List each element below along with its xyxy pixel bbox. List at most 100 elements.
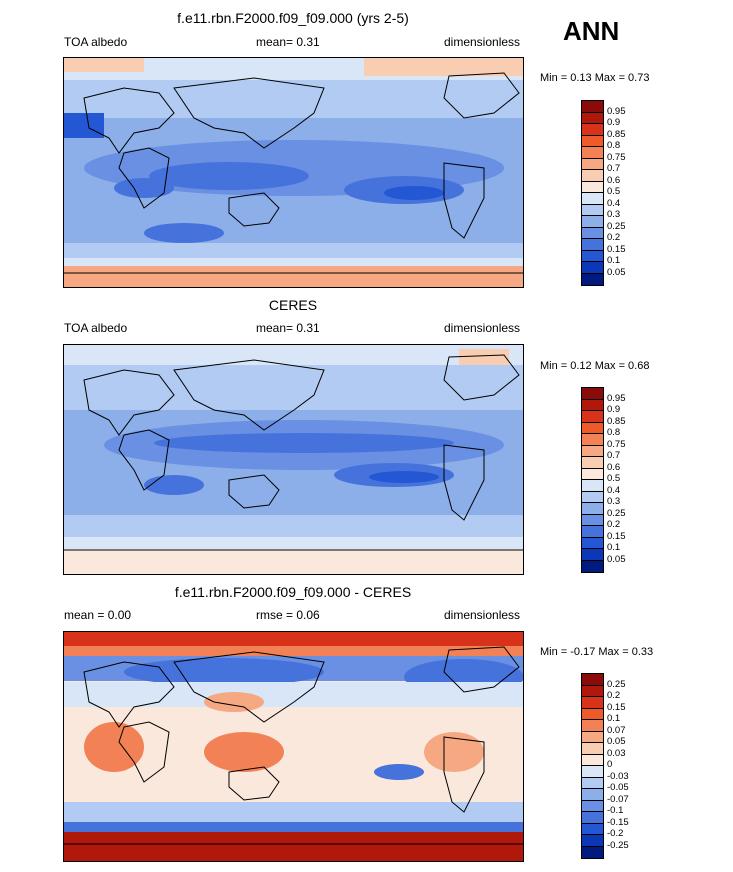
colorbar-swatch xyxy=(582,674,603,686)
panel-2-map xyxy=(63,344,524,575)
colorbar-swatch xyxy=(582,468,603,480)
colorbar-swatch xyxy=(582,181,603,193)
colorbar-swatch xyxy=(582,846,603,858)
colorbar-swatch xyxy=(582,766,603,778)
colorbar-label: 0.6 xyxy=(607,461,621,473)
colorbar-swatch xyxy=(582,147,603,159)
colorbar-swatch xyxy=(582,112,603,124)
colorbar-label: 0.1 xyxy=(607,713,621,724)
colorbar-label: 0.1 xyxy=(607,255,621,266)
panel-3-mean: mean = 0.00 xyxy=(64,608,132,622)
colorbar-swatch xyxy=(582,685,603,697)
colorbar-swatch xyxy=(582,411,603,423)
colorbar-label: 0.2 xyxy=(607,690,621,701)
colorbar-swatch xyxy=(582,262,603,274)
colorbar-swatch xyxy=(582,227,603,239)
colorbar-swatch xyxy=(582,708,603,720)
colorbar-label: 0.1 xyxy=(607,542,621,553)
colorbar-label: 0.5 xyxy=(607,186,621,197)
colorbar-swatch xyxy=(582,731,603,743)
colorbar-swatch xyxy=(582,514,603,526)
panel-2-colorbar xyxy=(581,387,604,573)
colorbar-swatch xyxy=(582,273,603,285)
panel-3-units: dimensionless xyxy=(444,608,521,622)
colorbar-swatch xyxy=(582,239,603,251)
colorbar-label: 0.75 xyxy=(607,151,626,163)
colorbar-swatch xyxy=(582,170,603,182)
colorbar-swatch xyxy=(582,204,603,216)
colorbar-swatch xyxy=(582,777,603,789)
colorbar-label: 0.3 xyxy=(607,496,621,507)
panel-1-variable: TOA albedo xyxy=(64,35,128,49)
colorbar-label: 0.3 xyxy=(607,209,621,220)
colorbar-label: 0.9 xyxy=(607,404,621,415)
panel-2-mean: mean= 0.31 xyxy=(256,321,320,335)
colorbar-label: 0.8 xyxy=(607,140,621,151)
panel-3-minmax: Min = -0.17 Max = 0.33 xyxy=(540,646,654,658)
panel-1-units: dimensionless xyxy=(444,35,521,49)
colorbar-label: 0.7 xyxy=(607,163,621,174)
colorbar-swatch xyxy=(582,445,603,457)
colorbar-label: 0.75 xyxy=(607,438,626,450)
colorbar-label: 0.15 xyxy=(607,701,626,713)
colorbar-swatch xyxy=(582,101,603,113)
panel-2-minmax: Min = 0.12 Max = 0.68 xyxy=(540,360,650,372)
colorbar-label: -0.03 xyxy=(607,770,629,782)
colorbar-swatch xyxy=(582,216,603,228)
colorbar-label: 0.05 xyxy=(607,553,626,565)
colorbar-label: 0.5 xyxy=(607,473,621,484)
colorbar-label: 0.2 xyxy=(607,232,621,243)
panel-2-title: CERES xyxy=(268,297,318,313)
colorbar-label: 0.8 xyxy=(607,427,621,438)
panel-3-map xyxy=(63,631,524,862)
colorbar-label: -0.07 xyxy=(607,793,629,805)
colorbar-label: 0.9 xyxy=(607,117,621,128)
colorbar-swatch xyxy=(582,124,603,136)
ceres-albedo-map xyxy=(64,345,523,574)
panel-1-minmax: Min = 0.13 Max = 0.73 xyxy=(540,72,650,84)
panel-3-title: f.e11.rbn.F2000.f09_f09.000 - CERES xyxy=(174,584,412,600)
colorbar-label: 0.7 xyxy=(607,450,621,461)
colorbar-label: 0.25 xyxy=(607,678,626,690)
season-label: ANN xyxy=(563,16,620,46)
colorbar-label: 0.6 xyxy=(607,174,621,186)
colorbar-swatch xyxy=(582,537,603,549)
colorbar-label: 0.85 xyxy=(607,128,626,140)
colorbar-swatch xyxy=(582,491,603,503)
colorbar-swatch xyxy=(582,135,603,147)
colorbar-label: 0 xyxy=(607,759,613,770)
colorbar-swatch xyxy=(582,754,603,766)
colorbar-swatch xyxy=(582,422,603,434)
colorbar-swatch xyxy=(582,388,603,400)
colorbar-label: 0.2 xyxy=(607,519,621,530)
colorbar-label: 0.15 xyxy=(607,530,626,542)
colorbar-swatch xyxy=(582,697,603,709)
panel-2-units: dimensionless xyxy=(444,321,521,335)
colorbar-label: -0.1 xyxy=(607,805,624,816)
panel-1-title: f.e11.rbn.F2000.f09_f09.000 (yrs 2-5) xyxy=(177,10,409,26)
colorbar-swatch xyxy=(582,434,603,446)
colorbar-swatch xyxy=(582,835,603,847)
colorbar-swatch xyxy=(582,560,603,572)
colorbar-label: 0.95 xyxy=(607,392,626,404)
colorbar-swatch xyxy=(582,503,603,515)
colorbar-label: 0.07 xyxy=(607,724,626,736)
colorbar-swatch xyxy=(582,193,603,205)
colorbar-label: 0.85 xyxy=(607,415,626,427)
colorbar-label: -0.25 xyxy=(607,839,629,851)
colorbar-label: -0.05 xyxy=(607,782,629,793)
colorbar-swatch xyxy=(582,823,603,835)
colorbar-swatch xyxy=(582,399,603,411)
colorbar-swatch xyxy=(582,812,603,824)
colorbar-swatch xyxy=(582,743,603,755)
panel-1-mean: mean= 0.31 xyxy=(256,35,320,49)
colorbar-swatch xyxy=(582,789,603,801)
colorbar-swatch xyxy=(582,480,603,492)
colorbar-label: 0.25 xyxy=(607,507,626,519)
panel-2-variable: TOA albedo xyxy=(64,321,128,335)
colorbar-swatch xyxy=(582,158,603,170)
colorbar-label: 0.05 xyxy=(607,266,626,278)
colorbar-swatch xyxy=(582,526,603,538)
colorbar-swatch xyxy=(582,457,603,469)
colorbar-label: 0.03 xyxy=(607,747,626,759)
